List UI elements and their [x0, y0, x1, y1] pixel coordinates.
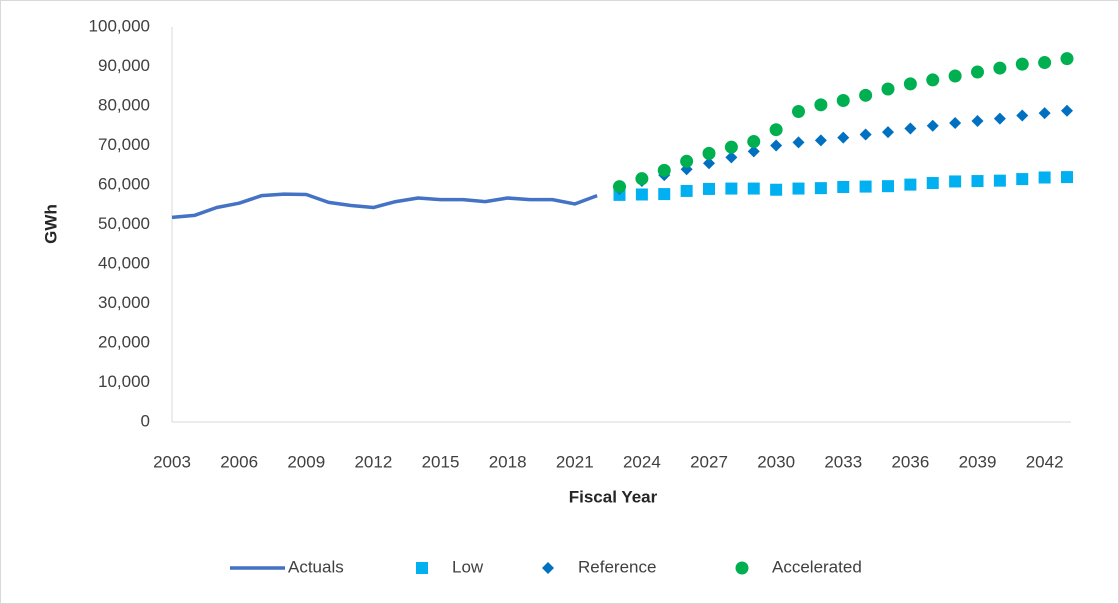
y-tick-label: 10,000: [98, 372, 150, 391]
marker-point: [814, 98, 828, 112]
x-tick-label: 2039: [959, 452, 997, 471]
marker-point: [882, 126, 894, 139]
marker-point: [903, 77, 917, 91]
x-tick-label: 2036: [891, 452, 929, 471]
x-tick-label: 2006: [220, 452, 258, 471]
marker-point: [971, 65, 984, 79]
marker-point: [747, 135, 761, 149]
x-tick-label: 2042: [1026, 452, 1064, 471]
legend-label: Actuals: [288, 557, 344, 576]
x-tick-label: 2027: [690, 452, 728, 471]
x-tick-label: 2003: [153, 452, 191, 471]
marker-point: [792, 182, 805, 195]
marker-point: [635, 172, 649, 186]
legend-label: Reference: [578, 557, 656, 576]
marker-point: [993, 174, 1006, 187]
marker-point: [747, 182, 760, 195]
marker-point: [1038, 171, 1051, 184]
marker-point: [859, 180, 872, 193]
marker-point: [1038, 56, 1052, 70]
x-tick-label: 2024: [623, 452, 661, 471]
marker-point: [814, 134, 827, 147]
marker-point: [836, 93, 850, 107]
marker-point: [724, 140, 738, 154]
y-tick-label: 100,000: [89, 16, 150, 35]
x-tick-label: 2012: [354, 452, 392, 471]
marker-point: [1060, 52, 1074, 66]
y-axis-title: GWh: [41, 204, 60, 244]
marker-point: [1038, 107, 1051, 120]
y-tick-label: 20,000: [98, 332, 150, 351]
marker-point: [703, 182, 715, 195]
marker-point: [971, 175, 984, 188]
legend-swatch: [735, 561, 749, 575]
x-tick-label: 2018: [489, 452, 527, 471]
marker-point: [904, 178, 917, 191]
x-tick-label: 2030: [757, 452, 795, 471]
marker-point: [1016, 109, 1029, 122]
marker-point: [926, 119, 939, 132]
marker-point: [657, 163, 671, 177]
legend-swatch: [542, 562, 554, 574]
y-tick-label: 80,000: [98, 95, 150, 114]
marker-point: [881, 82, 895, 96]
marker-point: [926, 177, 939, 190]
legend-label: Accelerated: [772, 557, 862, 576]
marker-point: [725, 182, 738, 195]
marker-point: [993, 61, 1007, 75]
marker-point: [1061, 104, 1073, 117]
marker-point: [859, 88, 873, 102]
marker-point: [837, 131, 850, 144]
marker-point: [702, 146, 716, 160]
legend-label: Low: [452, 557, 484, 576]
line-series: [171, 192, 598, 220]
marker-point: [770, 183, 783, 196]
x-tick-label: 2033: [824, 452, 862, 471]
y-tick-label: 50,000: [98, 214, 150, 233]
marker-point: [703, 157, 715, 170]
y-tick-label: 0: [141, 411, 150, 430]
marker-point: [948, 69, 962, 83]
marker-point: [680, 184, 693, 197]
marker-point: [747, 145, 760, 158]
marker-point: [837, 180, 850, 193]
marker-point: [1061, 171, 1073, 184]
marker-point: [680, 154, 694, 168]
y-tick-label: 70,000: [98, 135, 150, 154]
marker-point: [949, 116, 962, 129]
marker-point: [1016, 173, 1029, 186]
legend-swatch: [416, 562, 428, 574]
marker-point: [859, 128, 872, 141]
y-tick-label: 60,000: [98, 174, 150, 193]
x-tick-label: 2021: [556, 452, 594, 471]
marker-point: [882, 180, 894, 193]
x-tick-label: 2015: [422, 452, 460, 471]
marker-point: [792, 105, 805, 119]
marker-point: [993, 112, 1006, 125]
marker-point: [1015, 57, 1029, 71]
marker-point: [725, 151, 738, 164]
marker-point: [613, 180, 626, 194]
marker-point: [814, 182, 827, 195]
marker-point: [769, 123, 783, 137]
y-tick-label: 30,000: [98, 293, 150, 312]
marker-point: [635, 188, 648, 201]
marker-point: [792, 136, 805, 149]
marker-point: [658, 188, 671, 201]
y-tick-label: 90,000: [98, 56, 150, 75]
marker-point: [926, 73, 940, 87]
marker-point: [949, 175, 962, 188]
y-tick-label: 40,000: [98, 253, 150, 272]
x-tick-label: 2009: [287, 452, 325, 471]
marker-point: [770, 139, 783, 152]
marker-point: [904, 122, 917, 135]
x-axis-title: Fiscal Year: [569, 487, 658, 506]
marker-point: [971, 115, 984, 128]
